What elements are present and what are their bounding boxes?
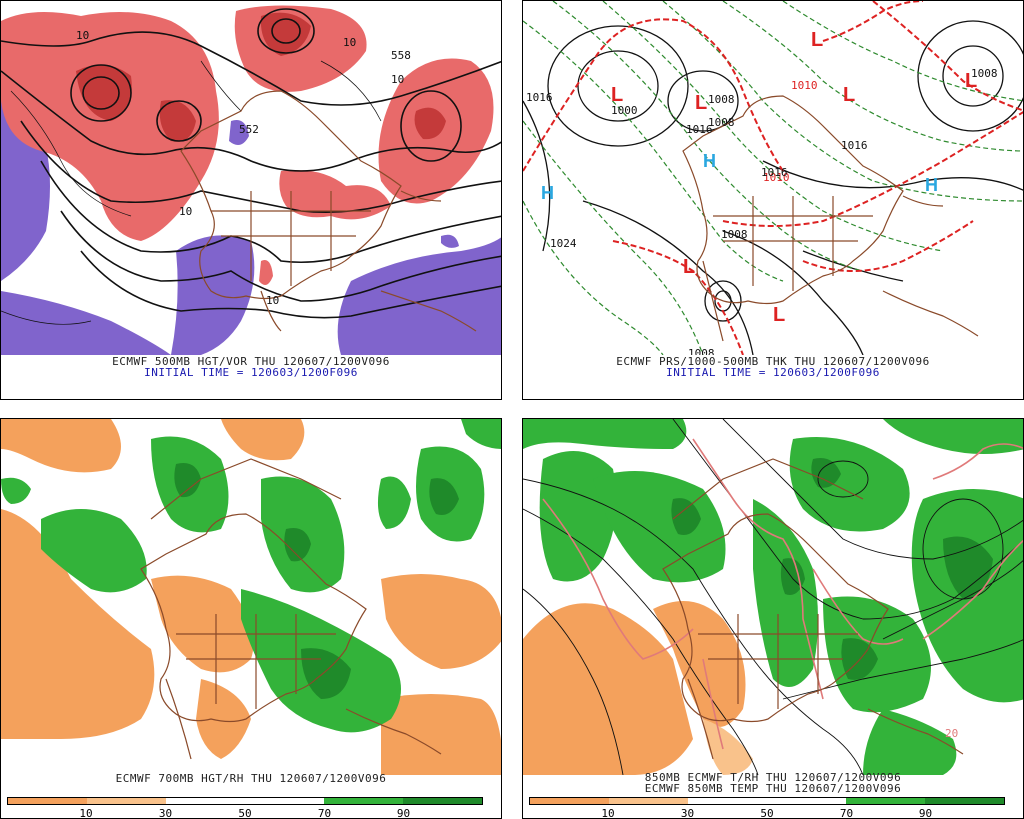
tr-label-9: 1008 [971, 67, 998, 80]
map-pressure-thickness: 1016 1008 1024 1008 1016 1016 1008 1008 … [523, 1, 1023, 355]
tr-low-centers: L L L L L L L [611, 29, 977, 326]
low-center: L [683, 256, 695, 278]
low-center: L [695, 92, 707, 114]
tl-label-3: 10 [266, 294, 279, 307]
bl-colorbar [7, 797, 483, 805]
tr-label-3: 1008 [688, 347, 715, 355]
tr-label-6: 1008 [708, 116, 735, 129]
tl-label-4: 552 [239, 123, 259, 136]
tr-label-12: 1016 [761, 166, 788, 179]
tl-label-2: 10 [391, 73, 404, 86]
tr-label-0: 1016 [526, 91, 553, 104]
br-labels: 20 [945, 727, 958, 740]
bl-tick: 70 [317, 807, 332, 819]
map-700mb-rh [1, 419, 501, 775]
low-center: L [611, 84, 623, 106]
tl-contour-labels: 10 558 10 10 552 10 10 [76, 29, 411, 307]
tr-pressure-labels: 1016 1008 1024 1008 1016 1016 1008 1008 … [526, 67, 998, 355]
br-caption: 850MB ECMWF T/RH THU 120607/1200V096 [644, 771, 902, 784]
br-tick: 90 [918, 807, 933, 819]
br-caption2: ECMWF 850MB TEMP THU 120607/1200V096 [644, 782, 902, 795]
tr-initial-time: INITIAL TIME = 120603/1200F096 [666, 366, 880, 379]
bl-tick: 10 [79, 807, 93, 819]
high-center: H [541, 183, 554, 203]
panel-500mb-hgt-vor: 10 558 10 10 552 10 10 ECMWF 500MB HGT/V… [0, 0, 502, 400]
tl-label-6: 10 [179, 205, 192, 218]
br-tick: 10 [601, 807, 615, 819]
tr-label-8: 1000 [611, 104, 638, 117]
br-tick: 30 [680, 807, 695, 819]
br-colorbar [529, 797, 1005, 805]
tl-caption: ECMWF 500MB HGT/VOR THU 120607/1200V096 [112, 355, 390, 368]
tl-label-5: 10 [343, 36, 356, 49]
tr-caption: ECMWF PRS/1000-500MB THK THU 120607/1200… [616, 355, 930, 368]
tl-initial-time: INITIAL TIME = 120603/1200F096 [144, 366, 358, 379]
bl-tick: 50 [238, 807, 252, 819]
tl-label-1: 558 [391, 49, 411, 62]
tr-label-5: 1016 [841, 139, 868, 152]
tr-label-11: 1010 [763, 171, 790, 184]
br-label-0: 20 [945, 727, 958, 740]
tr-label-7: 1008 [708, 93, 735, 106]
bl-caption: ECMWF 700MB HGT/RH THU 120607/1200V096 [115, 772, 387, 785]
tr-label-4: 1016 [686, 123, 713, 136]
map-500mb-vorticity: 10 558 10 10 552 10 10 [1, 1, 501, 355]
br-tick: 50 [760, 807, 774, 819]
bl-tick: 90 [396, 807, 411, 819]
tr-label-1: 1008 [721, 228, 748, 241]
br-tick: 70 [839, 807, 854, 819]
low-center: L [773, 304, 785, 326]
tr-label-10: 1010 [791, 79, 818, 92]
low-center: L [811, 29, 823, 51]
panel-prs-thickness: 1016 1008 1024 1008 1016 1016 1008 1008 … [522, 0, 1024, 400]
panel-850mb-t-rh: 20 850MB ECMWF T/RH THU 120607/1200V096 … [522, 418, 1024, 819]
tr-high-centers: H H H [541, 151, 938, 203]
tr-label-2: 1024 [550, 237, 577, 250]
panel-700mb-hgt-rh: ECMWF 700MB HGT/RH THU 120607/1200V096 1… [0, 418, 502, 819]
low-center: L [843, 84, 855, 106]
tl-label-0: 10 [76, 29, 89, 42]
high-center: H [925, 175, 938, 195]
bl-tick: 30 [158, 807, 173, 819]
high-center: H [703, 151, 716, 171]
map-850mb-temp-rh: 20 [523, 419, 1023, 775]
low-center: L [965, 70, 977, 92]
